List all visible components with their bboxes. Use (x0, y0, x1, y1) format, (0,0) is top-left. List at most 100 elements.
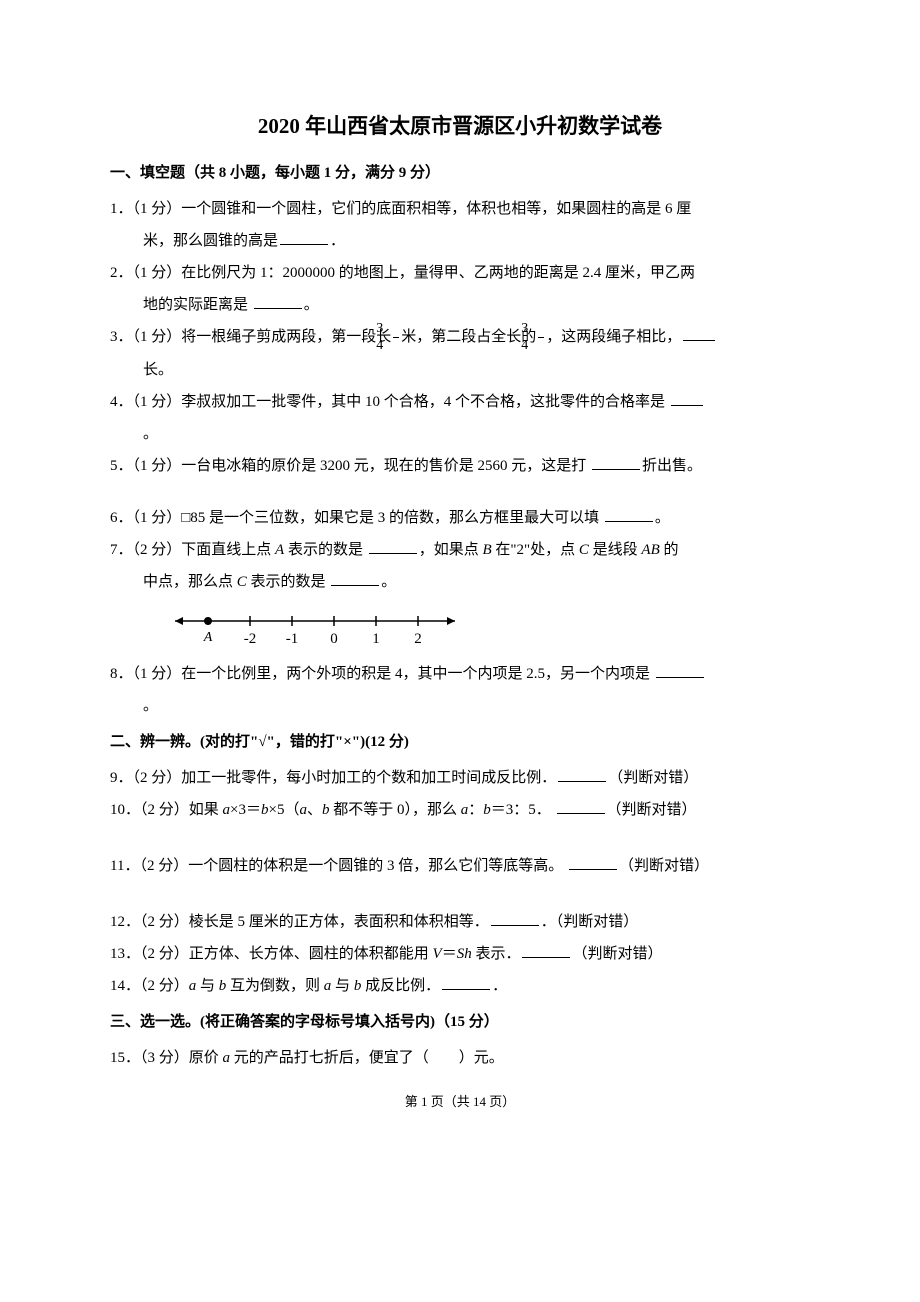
q7-blank1 (369, 538, 417, 554)
q8-blank (656, 662, 704, 678)
q7-C2: C (237, 574, 247, 590)
q13-blank (522, 942, 570, 958)
spacer (110, 827, 810, 849)
q11-blank (569, 854, 617, 870)
q1-period: ． (330, 233, 345, 249)
q14-pre: 14．（2 分） (110, 978, 189, 994)
q14-period: ． (492, 978, 507, 994)
q1-line2: 米，那么圆锥的高是 (143, 233, 278, 249)
svg-text:-1: -1 (286, 631, 299, 647)
q13-eq: ＝ (442, 946, 457, 962)
q15-mid: 元的产品打七折后，便宜了（ ）元。 (230, 1050, 504, 1066)
q7-mid5: 的 (660, 542, 679, 558)
question-3: 3．（1 分）将一根绳子剪成两段，第一段长34米，第二段占全长的34，这两段绳子… (110, 322, 810, 353)
q7-mid4: 是线段 (589, 542, 642, 558)
svg-text:A: A (203, 630, 213, 645)
q10-mid1: ×3＝ (230, 802, 261, 818)
question-1-cont: 米，那么圆锥的高是 ． (110, 226, 810, 256)
q4-line2: 。 (143, 426, 158, 442)
q5-blank (592, 454, 640, 470)
q7-pre: 7．（2 分）下面直线上点 (110, 542, 275, 558)
q6-blank (605, 506, 653, 522)
q7-A1: A (275, 542, 284, 558)
q3-frac1: 34 (393, 322, 399, 353)
q13-V: V (433, 946, 442, 962)
q5-text: 5．（1 分）一台电冰箱的原价是 3200 元，现在的售价是 2560 元，这是… (110, 458, 590, 474)
q2-line1: 2．（1 分）在比例尺为 1：2000000 的地图上，量得甲、乙两地的距离是 … (110, 265, 695, 281)
svg-text:-2: -2 (244, 631, 257, 647)
question-7: 7．（2 分）下面直线上点 A 表示的数是 ，如果点 B 在"2"处，点 C 是… (110, 535, 810, 565)
question-11: 11．（2 分）一个圆柱的体积是一个圆锥的 3 倍，那么它们等底等高。 （判断对… (110, 851, 810, 881)
section-1-header: 一、填空题（共 8 小题，每小题 1 分，满分 9 分） (110, 158, 810, 188)
q15-a: a (223, 1050, 231, 1066)
q5-suffix: 折出售。 (642, 458, 702, 474)
q14-blank (442, 974, 490, 990)
q2-blank (254, 293, 302, 309)
q14-mid4: 成反比例． (361, 978, 440, 994)
q14-mid3: 与 (331, 978, 354, 994)
question-10: 10．（2 分）如果 a×3＝b×5（a、b 都不等于 0），那么 a：b＝3：… (110, 795, 810, 825)
q8-line2: 。 (143, 698, 158, 714)
question-8: 8．（1 分）在一个比例里，两个外项的积是 4，其中一个内项是 2.5，另一个内… (110, 659, 810, 689)
q12-suffix: ．（判断对错） (541, 914, 639, 930)
q3-blank (683, 325, 715, 341)
q10-mid3: 、 (307, 802, 322, 818)
q1-blank (280, 229, 328, 245)
q3-frac2: 34 (538, 322, 544, 353)
q9-text: 9．（2 分）加工一批零件，每小时加工的个数和加工时间成反比例． (110, 770, 556, 786)
q7-C1: C (579, 542, 589, 558)
q8-line1: 8．（1 分）在一个比例里，两个外项的积是 4，其中一个内项是 2.5，另一个内… (110, 666, 654, 682)
q7-AB: AB (641, 542, 659, 558)
question-4-cont: 。 (110, 419, 810, 449)
exam-page: 2020 年山西省太原市晋源区小升初数学试卷 一、填空题（共 8 小题，每小题 … (0, 0, 920, 1302)
question-8-cont: 。 (110, 691, 810, 721)
question-14: 14．（2 分）a 与 b 互为倒数，则 a 与 b 成反比例．． (110, 971, 810, 1001)
q3-pre: 3．（1 分）将一根绳子剪成两段，第一段长 (110, 329, 391, 345)
q10-mid5: ： (468, 802, 483, 818)
q7-blank2 (331, 570, 379, 586)
q10-mid2: ×5（ (268, 802, 299, 818)
q13-pre: 13．（2 分）正方体、长方体、圆柱的体积都能用 (110, 946, 433, 962)
question-7-cont: 中点，那么点 C 表示的数是 。 (110, 567, 810, 597)
question-13: 13．（2 分）正方体、长方体、圆柱的体积都能用 V＝Sh 表示． （判断对错） (110, 939, 810, 969)
question-15: 15．（3 分）原价 a 元的产品打七折后，便宜了（ ）元。 (110, 1043, 810, 1073)
q3-mid2: ，这两段绳子相比， (546, 329, 681, 345)
q12-blank (491, 910, 539, 926)
q4-line1: 4．（1 分）李叔叔加工一批零件，其中 10 个合格，4 个不合格，这批零件的合… (110, 394, 669, 410)
q7-B: B (482, 542, 491, 558)
q7-mid2: ，如果点 (419, 542, 483, 558)
q13-Sh: Sh (457, 946, 472, 962)
q7-period: 。 (381, 574, 396, 590)
q2-line2: 地的实际距离是 (143, 297, 252, 313)
section-2-header: 二、辨一辨。(对的打"√"，错的打"×")(12 分) (110, 727, 810, 757)
q1-line1: 1．（1 分）一个圆锥和一个圆柱，它们的底面积相等，体积也相等，如果圆柱的高是 … (110, 201, 691, 217)
section-3-header: 三、选一选。(将正确答案的字母标号填入括号内)（15 分） (110, 1007, 810, 1037)
question-12: 12．（2 分）棱长是 5 厘米的正方体，表面积和体积相等． ．（判断对错） (110, 907, 810, 937)
q3-line2: 长。 (143, 362, 173, 378)
q10-a: a (223, 802, 231, 818)
spacer (110, 483, 810, 501)
question-5: 5．（1 分）一台电冰箱的原价是 3200 元，现在的售价是 2560 元，这是… (110, 451, 810, 481)
question-4: 4．（1 分）李叔叔加工一批零件，其中 10 个合格，4 个不合格，这批零件的合… (110, 387, 810, 417)
question-9: 9．（2 分）加工一批零件，每小时加工的个数和加工时间成反比例． （判断对错） (110, 763, 810, 793)
q15-pre: 15．（3 分）原价 (110, 1050, 223, 1066)
question-3-cont: 长。 (110, 355, 810, 385)
q10-mid6: ＝3：5． (491, 802, 555, 818)
q13-suffix: （判断对错） (572, 946, 662, 962)
q10-blank (557, 798, 605, 814)
page-footer: 第 1 页（共 14 页） (110, 1091, 810, 1110)
q9-blank (558, 766, 606, 782)
q11-suffix: （判断对错） (619, 858, 709, 874)
q12-text: 12．（2 分）棱长是 5 厘米的正方体，表面积和体积相等． (110, 914, 489, 930)
question-6: 6．（1 分）□85 是一个三位数，如果它是 3 的倍数，那么方框里最大可以填 … (110, 503, 810, 533)
question-2-cont: 地的实际距离是 。 (110, 290, 810, 320)
q9-suffix: （判断对错） (608, 770, 698, 786)
q7-line2a: 中点，那么点 (143, 574, 237, 590)
q14-mid2: 互为倒数，则 (226, 978, 324, 994)
q2-period: 。 (304, 297, 319, 313)
question-2: 2．（1 分）在比例尺为 1：2000000 的地图上，量得甲、乙两地的距离是 … (110, 258, 810, 288)
q13-mid: 表示． (472, 946, 521, 962)
q6-text: 6．（1 分）□85 是一个三位数，如果它是 3 的倍数，那么方框里最大可以填 (110, 510, 603, 526)
q6-period: 。 (655, 510, 670, 526)
q14-mid1: 与 (196, 978, 219, 994)
